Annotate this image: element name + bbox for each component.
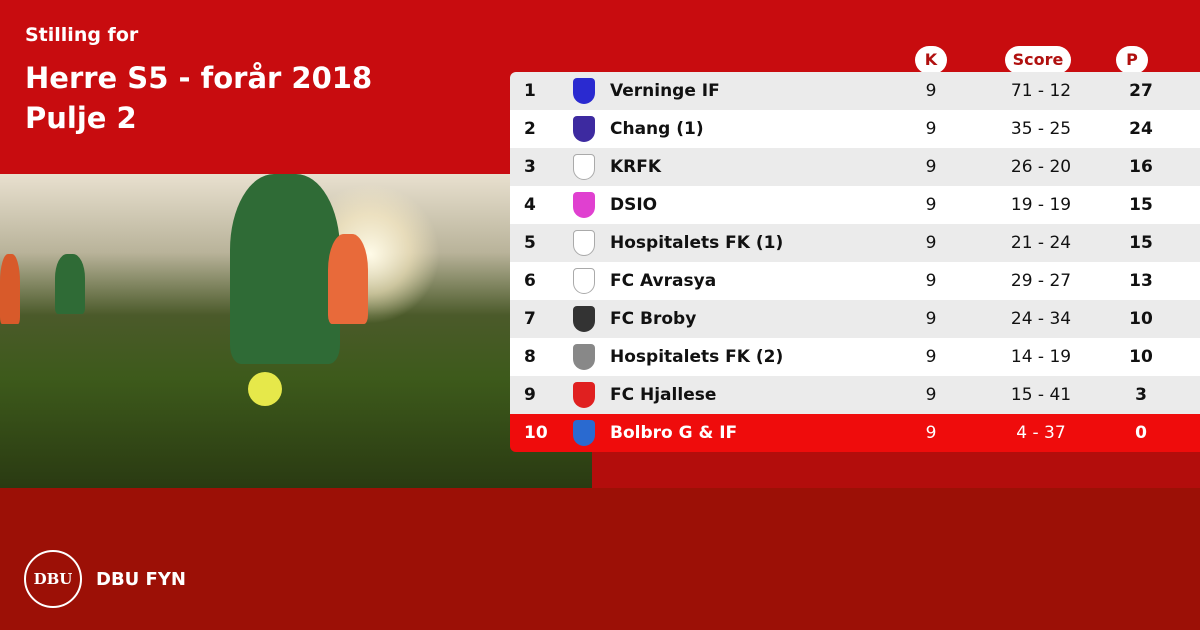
team-name: DSIO [610, 195, 658, 215]
matches-played: 9 [925, 271, 937, 291]
club-logo-icon [558, 154, 610, 180]
points: 16 [1129, 157, 1153, 177]
table-row: 6 FC Avrasya 9 29 - 27 13 [510, 262, 1200, 300]
points: 15 [1129, 195, 1153, 215]
goal-score: 24 - 34 [1010, 309, 1072, 329]
club-logo-icon [558, 78, 610, 104]
table-row: 5 Hospitalets FK (1) 9 21 - 24 15 [510, 224, 1200, 262]
position: 2 [524, 119, 536, 139]
team-name: Hospitalets FK (1) [610, 233, 784, 253]
matches-played: 9 [925, 233, 937, 253]
matches-played: 9 [925, 309, 937, 329]
goal-score: 15 - 41 [1010, 385, 1072, 405]
table-row: 1 Verninge IF 9 71 - 12 27 [510, 72, 1200, 110]
goal-score: 19 - 19 [1010, 195, 1072, 215]
points: 15 [1129, 233, 1153, 253]
club-logo-icon [558, 344, 610, 370]
goal-score: 35 - 25 [1010, 119, 1072, 139]
goal-score: 29 - 27 [1010, 271, 1072, 291]
table-row: 9 FC Hjallese 9 15 - 41 3 [510, 376, 1200, 414]
standings-table: 1 Verninge IF 9 71 - 12 27 2 Chang (1) 9 … [510, 72, 1200, 452]
team-name: KRFK [610, 157, 662, 177]
column-header-score: Score [1005, 46, 1071, 74]
team-name: FC Avrasya [610, 271, 717, 291]
points: 24 [1129, 119, 1153, 139]
table-row: 2 Chang (1) 9 35 - 25 24 [510, 110, 1200, 148]
team-name: Verninge IF [610, 81, 720, 101]
matches-played: 9 [925, 157, 937, 177]
table-row: 4 DSIO 9 19 - 19 15 [510, 186, 1200, 224]
table-row: 7 FC Broby 9 24 - 34 10 [510, 300, 1200, 338]
dbu-seal-logo: DBU [24, 550, 82, 608]
team-name: FC Hjallese [610, 385, 717, 405]
club-logo-icon [558, 306, 610, 332]
points: 10 [1129, 347, 1153, 367]
points: 13 [1129, 271, 1153, 291]
club-logo-icon [558, 268, 610, 294]
club-logo-icon [558, 230, 610, 256]
position: 9 [524, 385, 536, 405]
club-logo-icon [558, 192, 610, 218]
player-figure [55, 254, 85, 314]
points: 10 [1129, 309, 1153, 329]
matches-played: 9 [925, 385, 937, 405]
table-row: 10 Bolbro G & IF 9 4 - 37 0 [510, 414, 1200, 452]
footer-brand: DBU DBU FYN [24, 550, 186, 608]
position: 1 [524, 81, 536, 101]
team-name: FC Broby [610, 309, 697, 329]
points: 27 [1129, 81, 1153, 101]
club-logo-icon [558, 382, 610, 408]
position: 7 [524, 309, 536, 329]
matches-played: 9 [925, 195, 937, 215]
position: 5 [524, 233, 536, 253]
title-line-2: Pulje 2 [25, 101, 137, 135]
team-name: Hospitalets FK (2) [610, 347, 784, 367]
position: 6 [524, 271, 536, 291]
table-row: 3 KRFK 9 26 - 20 16 [510, 148, 1200, 186]
goal-score: 14 - 19 [1010, 347, 1072, 367]
player-figure [230, 174, 340, 364]
page-title: Herre S5 - forår 2018 Pulje 2 [25, 58, 372, 138]
goal-score: 21 - 24 [1010, 233, 1072, 253]
goal-score: 71 - 12 [1010, 81, 1072, 101]
club-logo-icon [558, 420, 610, 446]
column-header-p: P [1116, 46, 1148, 74]
position: 3 [524, 157, 536, 177]
matches-played: 9 [925, 347, 937, 367]
title-line-1: Herre S5 - forår 2018 [25, 61, 373, 95]
brand-name: DBU FYN [96, 568, 186, 590]
team-name: Bolbro G & IF [610, 423, 738, 443]
matches-played: 9 [925, 81, 937, 101]
player-figure [0, 254, 20, 324]
football [248, 372, 282, 406]
goal-score: 26 - 20 [1010, 157, 1072, 177]
position: 4 [524, 195, 536, 215]
points: 0 [1135, 423, 1147, 443]
club-logo-icon [558, 116, 610, 142]
subtitle: Stilling for [25, 24, 139, 46]
player-figure [328, 234, 368, 324]
team-name: Chang (1) [610, 119, 704, 139]
goal-score: 4 - 37 [1016, 423, 1066, 443]
position: 8 [524, 347, 536, 367]
column-header-k: K [915, 46, 947, 74]
points: 3 [1135, 385, 1147, 405]
table-row: 8 Hospitalets FK (2) 9 14 - 19 10 [510, 338, 1200, 376]
matches-played: 9 [925, 423, 937, 443]
position: 10 [524, 423, 548, 443]
matches-played: 9 [925, 119, 937, 139]
football-photo [0, 174, 592, 488]
